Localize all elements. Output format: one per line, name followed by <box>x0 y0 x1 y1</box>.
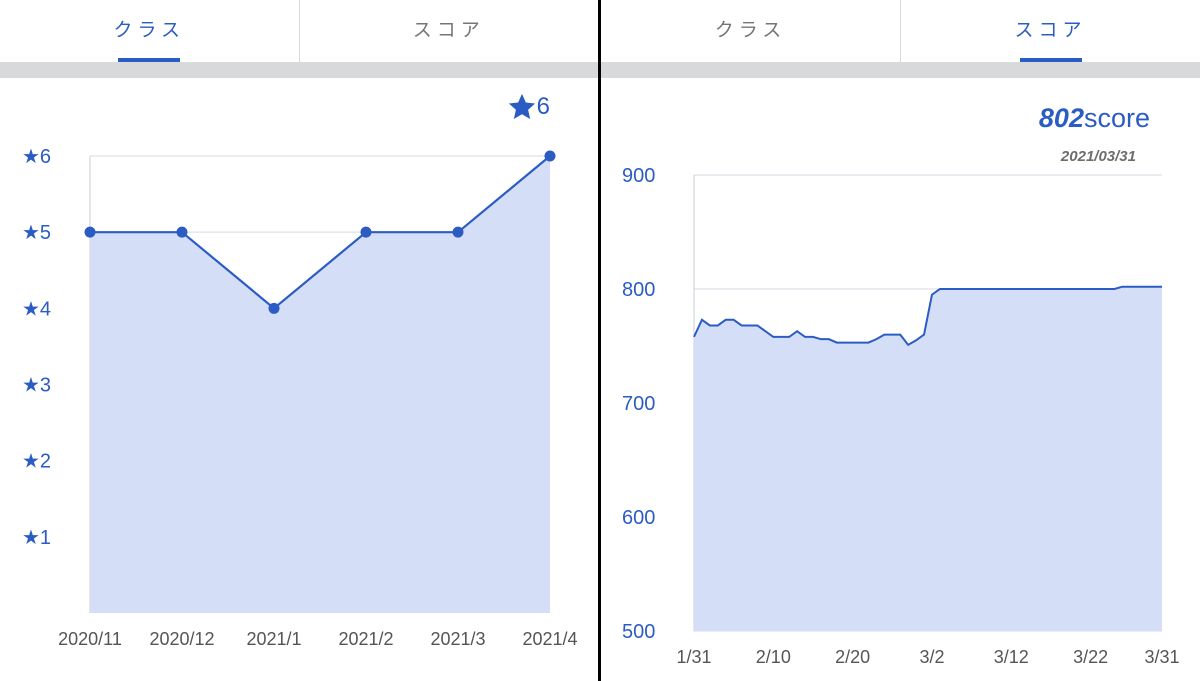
tab-class-label: クラス <box>714 19 787 41</box>
tab-score-label: スコア <box>412 19 485 41</box>
tab-score-label: スコア <box>1014 19 1087 41</box>
x-tick-label: 2021/1 <box>246 629 301 649</box>
y-tick-label: ★5 <box>22 222 51 244</box>
class-panel: クラス スコア 6 ★1 ★2 ★3 ★4 ★5 ★6 2020/11 2020/12 2021… <box>0 0 598 681</box>
current-class-value: 6 <box>536 93 550 120</box>
current-score-value: 802 <box>1038 103 1084 133</box>
data-point <box>452 226 464 238</box>
x-tick-label: 2020/11 <box>58 629 122 649</box>
tab-bar: クラス スコア <box>601 0 1200 62</box>
tab-bar: クラス スコア <box>0 0 598 62</box>
y-tick-label: 800 <box>622 279 655 301</box>
x-tick-label: 2021/3 <box>430 629 485 649</box>
y-tick-label: ★6 <box>22 146 51 168</box>
x-tick-label: 1/31 <box>676 647 711 667</box>
tab-class[interactable]: クラス <box>0 0 299 62</box>
tab-score[interactable]: スコア <box>300 0 599 62</box>
active-tab-indicator <box>1019 58 1082 62</box>
tab-score[interactable]: スコア <box>901 0 1200 62</box>
area-fill <box>694 286 1162 631</box>
y-tick-label: 900 <box>622 165 655 187</box>
x-tick-label: 2020/12 <box>149 629 214 649</box>
area-fill <box>90 156 550 613</box>
y-tick-label: ★1 <box>22 527 51 549</box>
current-score-date: 2021/03/31 <box>1060 148 1136 165</box>
x-tick-label: 2/10 <box>756 647 791 667</box>
series-line <box>693 285 1162 347</box>
y-tick-label: ★3 <box>22 375 51 397</box>
data-point <box>84 226 96 238</box>
x-tick-label: 3/2 <box>919 647 944 667</box>
score-panel: クラス スコア 802score 2021/03/31 500 600 700 800… <box>601 0 1200 681</box>
current-score-unit: score <box>1083 103 1150 133</box>
star-icon <box>508 93 535 119</box>
y-tick-label: 700 <box>622 393 655 415</box>
panel-divider <box>598 0 601 681</box>
x-tick-label: 2021/4 <box>522 629 577 649</box>
tab-class-label: クラス <box>113 19 186 41</box>
x-tick-label: 2/20 <box>835 647 870 667</box>
section-band <box>0 62 598 78</box>
current-class: 6 <box>507 92 550 122</box>
x-tick-label: 3/12 <box>994 647 1029 667</box>
active-tab-indicator <box>118 58 181 62</box>
data-point <box>268 302 280 314</box>
data-point <box>176 226 188 238</box>
series-line <box>90 155 551 310</box>
tab-separator <box>298 0 300 62</box>
class-chart: ★1 ★2 ★3 ★4 ★5 ★6 2020/11 2020/12 2021/1 2021/2 20… <box>22 146 578 649</box>
current-score: 802score <box>1039 103 1150 134</box>
y-tick-label: 600 <box>622 507 655 529</box>
tab-separator <box>900 0 901 62</box>
x-tick-label: 3/31 <box>1144 647 1179 667</box>
data-point <box>544 150 556 162</box>
section-band <box>601 62 1200 78</box>
y-tick-label: 500 <box>622 621 655 643</box>
data-point <box>360 226 372 238</box>
tab-class[interactable]: クラス <box>601 0 900 62</box>
score-chart: 500 600 700 800 900 1/31 2/10 2/20 3/2 3/12 3/22 3/… <box>622 165 1180 667</box>
y-tick-label: ★2 <box>22 451 51 473</box>
x-tick-label: 3/22 <box>1073 647 1108 667</box>
x-tick-label: 2021/2 <box>338 629 393 649</box>
y-tick-label: ★4 <box>22 298 51 320</box>
